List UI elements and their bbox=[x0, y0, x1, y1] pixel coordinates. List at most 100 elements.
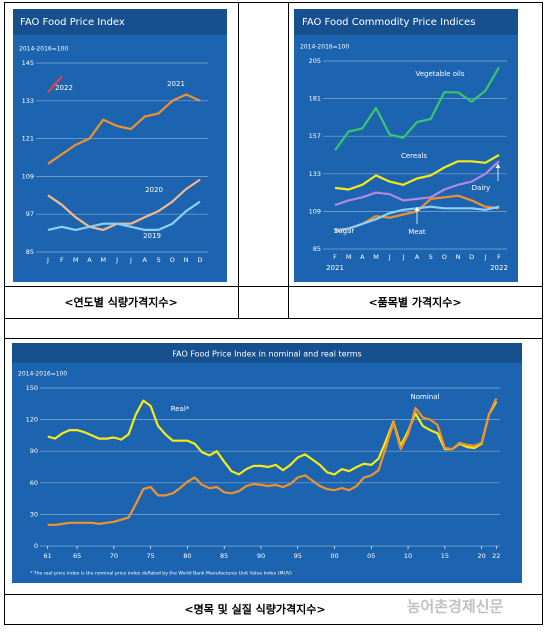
series-label: Real* bbox=[171, 405, 190, 413]
x-tick-label: A bbox=[360, 253, 365, 261]
series-line bbox=[334, 154, 500, 191]
x-tick-label: A bbox=[415, 253, 420, 261]
y-tick-label: 85 bbox=[26, 248, 34, 256]
x-tick-label: 75 bbox=[147, 552, 155, 560]
series-label: 2020 bbox=[145, 186, 163, 194]
caption: <연도별 식량가격지수> bbox=[64, 295, 177, 309]
series-line bbox=[47, 398, 498, 526]
y-tick-label: 157 bbox=[309, 132, 321, 140]
x-tick-label: D bbox=[469, 253, 474, 261]
series-label: Dairy bbox=[472, 184, 491, 192]
y-tick-label: 181 bbox=[309, 95, 321, 103]
x-tick-label: 61 bbox=[44, 552, 52, 560]
x-tick-label: O bbox=[170, 256, 175, 264]
x-tick-label: 85 bbox=[220, 552, 228, 560]
x-tick-label: F bbox=[497, 253, 501, 261]
title-bar bbox=[294, 9, 518, 35]
series-line bbox=[47, 178, 201, 231]
series-label: 2019 bbox=[143, 232, 161, 240]
chart-background bbox=[294, 9, 518, 282]
series-label: 2021 bbox=[167, 80, 185, 88]
chart-background bbox=[12, 343, 522, 583]
x-group-label: 2021 bbox=[326, 264, 344, 272]
y-tick-label: 145 bbox=[22, 59, 34, 67]
title-bar bbox=[12, 343, 522, 363]
y-tick-label: 133 bbox=[22, 97, 34, 105]
x-tick-label: N bbox=[184, 256, 189, 264]
watermark: 농어촌경제신문 bbox=[407, 598, 504, 616]
chart-title: FAO Food Price Index bbox=[20, 17, 125, 28]
pointer-arrow-head bbox=[495, 164, 501, 168]
x-tick-label: F bbox=[333, 253, 337, 261]
x-tick-label: 20 bbox=[477, 552, 485, 560]
x-tick-label: M bbox=[373, 253, 379, 261]
y-tick-label: 30 bbox=[30, 510, 38, 518]
series-line bbox=[47, 93, 201, 165]
y-tick-label: 120 bbox=[26, 416, 38, 424]
x-tick-label: 95 bbox=[294, 552, 302, 560]
table-frame bbox=[4, 2, 543, 625]
x-tick-label: J bbox=[129, 256, 132, 264]
footnote: * The real price index is the nominal pr… bbox=[30, 571, 292, 577]
chart-subtitle: 2014-2016=100 bbox=[18, 371, 67, 378]
series-label: Nominal bbox=[411, 393, 440, 401]
series-label: Vegetable oils bbox=[415, 70, 464, 78]
series-line bbox=[47, 200, 201, 231]
chart-subtitle: 2014-2016=100 bbox=[300, 44, 349, 51]
chart-subtitle: 2014-2016=100 bbox=[19, 46, 68, 53]
x-tick-label: J bbox=[46, 256, 49, 264]
title-bar bbox=[13, 9, 227, 35]
series-line bbox=[334, 66, 500, 151]
chart-title: FAO Food Price Index in nominal and real… bbox=[172, 350, 361, 359]
y-tick-label: 97 bbox=[26, 210, 34, 218]
series-line bbox=[47, 75, 63, 94]
x-tick-label: D bbox=[197, 256, 202, 264]
series-line bbox=[47, 399, 498, 476]
y-tick-label: 205 bbox=[309, 57, 321, 65]
pointer-arrow-head bbox=[414, 207, 420, 211]
caption: <명목 및 실질 식량가격지수> bbox=[184, 602, 325, 616]
x-tick-label: J bbox=[483, 253, 486, 261]
y-tick-label: 0 bbox=[34, 542, 38, 550]
x-tick-label: A bbox=[143, 256, 148, 264]
x-tick-label: S bbox=[156, 256, 160, 264]
x-tick-label: 05 bbox=[367, 552, 375, 560]
series-line bbox=[334, 160, 500, 207]
y-tick-label: 121 bbox=[22, 135, 34, 143]
caption: <품목별 가격지수> bbox=[368, 295, 461, 309]
x-tick-label: M bbox=[73, 256, 79, 264]
x-tick-label: 10 bbox=[404, 552, 412, 560]
x-tick-label: J bbox=[115, 256, 118, 264]
x-tick-label: 00 bbox=[330, 552, 338, 560]
series-label: Cereals bbox=[401, 152, 427, 160]
x-tick-label: J bbox=[388, 253, 391, 261]
x-tick-label: S bbox=[429, 253, 433, 261]
x-tick-label: 22 bbox=[492, 552, 500, 560]
y-tick-label: 85 bbox=[313, 245, 321, 253]
y-tick-label: 60 bbox=[30, 479, 38, 487]
chart-title: FAO Food Commodity Price Indices bbox=[302, 17, 475, 28]
y-tick-label: 109 bbox=[22, 172, 34, 180]
x-tick-label: F bbox=[60, 256, 64, 264]
x-tick-label: 70 bbox=[110, 552, 118, 560]
x-tick-label: A bbox=[87, 256, 92, 264]
x-tick-label: 15 bbox=[441, 552, 449, 560]
series-label: 2022 bbox=[55, 84, 73, 92]
x-tick-label: J bbox=[401, 253, 404, 261]
x-tick-label: M bbox=[346, 253, 352, 261]
x-tick-label: 90 bbox=[257, 552, 265, 560]
x-group-label: 2022 bbox=[490, 264, 508, 272]
y-tick-label: 109 bbox=[309, 207, 321, 215]
x-tick-label: O bbox=[442, 253, 447, 261]
y-tick-label: 133 bbox=[309, 170, 321, 178]
series-label: Meat bbox=[408, 228, 426, 236]
x-tick-label: 80 bbox=[183, 552, 191, 560]
x-tick-label: 65 bbox=[73, 552, 81, 560]
x-tick-label: M bbox=[100, 256, 106, 264]
y-tick-label: 90 bbox=[30, 447, 38, 455]
x-tick-label: N bbox=[456, 253, 461, 261]
y-tick-label: 150 bbox=[26, 384, 38, 392]
series-label: Sugar bbox=[334, 227, 355, 235]
chart-background bbox=[13, 9, 227, 282]
